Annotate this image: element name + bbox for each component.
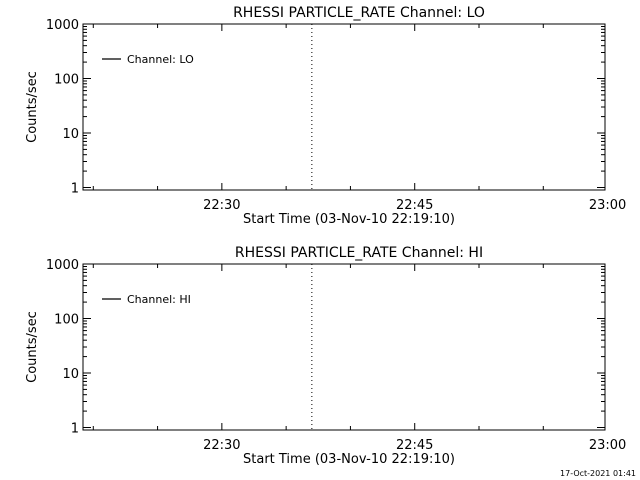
y-tick-label: 1000 xyxy=(46,18,79,33)
chart-title: RHESSI PARTICLE_RATE Channel: HI xyxy=(235,245,483,261)
y-tick-label: 100 xyxy=(54,313,79,328)
x-tick-label: 22:45 xyxy=(396,438,433,453)
legend-label: Channel: LO xyxy=(127,53,194,66)
y-tick-label: 1 xyxy=(71,182,79,197)
x-axis-label: Start Time (03-Nov-10 22:19:10) xyxy=(243,212,455,227)
plot-frame xyxy=(82,23,606,191)
y-tick-label: 100 xyxy=(54,73,79,88)
x-tick-label: 22:30 xyxy=(203,438,240,453)
legend-label: Channel: HI xyxy=(127,293,191,306)
chart-panel-2 xyxy=(82,263,606,431)
y-axis-label: Counts/sec xyxy=(25,311,40,383)
chart-panel-1 xyxy=(82,23,606,191)
x-tick-label: 22:30 xyxy=(203,198,240,213)
x-tick-label: 23:00 xyxy=(589,198,626,213)
y-axis-label: Counts/sec xyxy=(25,71,40,143)
x-tick-label: 22:45 xyxy=(396,198,433,213)
x-tick-label: 23:00 xyxy=(589,438,626,453)
y-tick-label: 1 xyxy=(71,422,79,437)
x-axis-label: Start Time (03-Nov-10 22:19:10) xyxy=(243,452,455,467)
footer-timestamp: 17-Oct-2021 01:41 xyxy=(560,469,636,478)
chart-title: RHESSI PARTICLE_RATE Channel: LO xyxy=(233,5,485,21)
y-tick-label: 1000 xyxy=(46,258,79,273)
y-tick-label: 10 xyxy=(62,127,79,142)
y-tick-label: 10 xyxy=(62,367,79,382)
plot-frame xyxy=(82,263,606,431)
